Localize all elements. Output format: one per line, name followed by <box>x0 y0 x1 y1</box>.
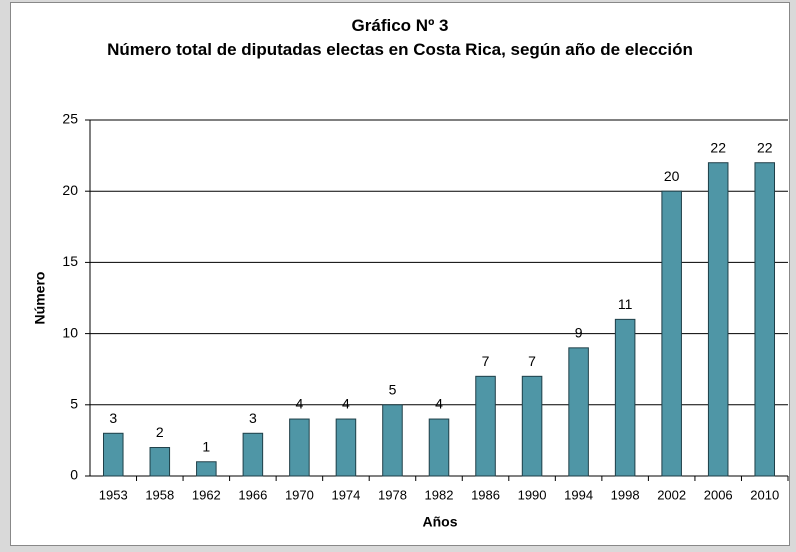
x-tick-label: 1953 <box>99 487 128 502</box>
bar <box>149 447 171 477</box>
x-tick-label: 1974 <box>331 487 360 502</box>
data-label: 22 <box>710 139 726 155</box>
x-tick-label: 2006 <box>704 487 733 502</box>
data-label: 4 <box>435 396 443 412</box>
x-axis-label: Años <box>423 514 458 530</box>
x-tick-label: 1970 <box>285 487 314 502</box>
y-tick-label: 5 <box>70 396 78 412</box>
y-tick-label: 15 <box>62 253 78 269</box>
bar <box>707 162 729 477</box>
x-tick-label: 1966 <box>238 487 267 502</box>
x-tick-label: 1978 <box>378 487 407 502</box>
x-tick-label: 1986 <box>471 487 500 502</box>
y-axis-label: Número <box>32 272 48 325</box>
x-tick-label: 2002 <box>657 487 686 502</box>
bar <box>196 461 217 477</box>
bar <box>335 418 357 477</box>
y-tick-label: 20 <box>62 182 78 198</box>
data-label: 9 <box>575 325 583 341</box>
y-tick-label: 10 <box>62 324 78 340</box>
bar <box>568 347 589 477</box>
data-label: 4 <box>296 396 304 412</box>
x-tick-label: 1982 <box>425 487 454 502</box>
data-label: 1 <box>202 438 210 454</box>
data-label: 20 <box>664 168 680 184</box>
data-label: 11 <box>618 296 633 312</box>
bar <box>754 162 776 477</box>
bar <box>242 432 264 477</box>
bar <box>614 318 636 477</box>
data-label: 22 <box>757 139 773 155</box>
titles: Gráfico Nº 3 Número total de diputadas e… <box>100 14 700 62</box>
bar <box>102 432 124 477</box>
y-tick-label: 25 <box>62 111 78 127</box>
bar <box>521 375 543 477</box>
bar <box>382 404 403 477</box>
bar <box>289 418 310 477</box>
bar <box>661 190 682 477</box>
data-label: 3 <box>249 410 257 426</box>
bar <box>428 418 450 477</box>
bar <box>475 375 496 477</box>
x-tick-label: 1998 <box>611 487 640 502</box>
x-tick-label: 2010 <box>750 487 779 502</box>
data-label: 7 <box>482 353 490 369</box>
y-tick-label: 0 <box>70 467 78 483</box>
x-tick-label: 1958 <box>145 487 174 502</box>
data-label: 3 <box>109 410 117 426</box>
data-label: 2 <box>156 424 164 440</box>
data-label: 7 <box>528 353 536 369</box>
x-tick-label: 1962 <box>192 487 221 502</box>
x-tick-label: 1990 <box>518 487 547 502</box>
data-label: 4 <box>342 396 350 412</box>
chart-title: Gráfico Nº 3 <box>351 16 449 35</box>
chart-subtitle: Número total de diputadas electas en Cos… <box>107 40 693 59</box>
data-label: 5 <box>389 382 397 398</box>
x-tick-label: 1994 <box>564 487 593 502</box>
